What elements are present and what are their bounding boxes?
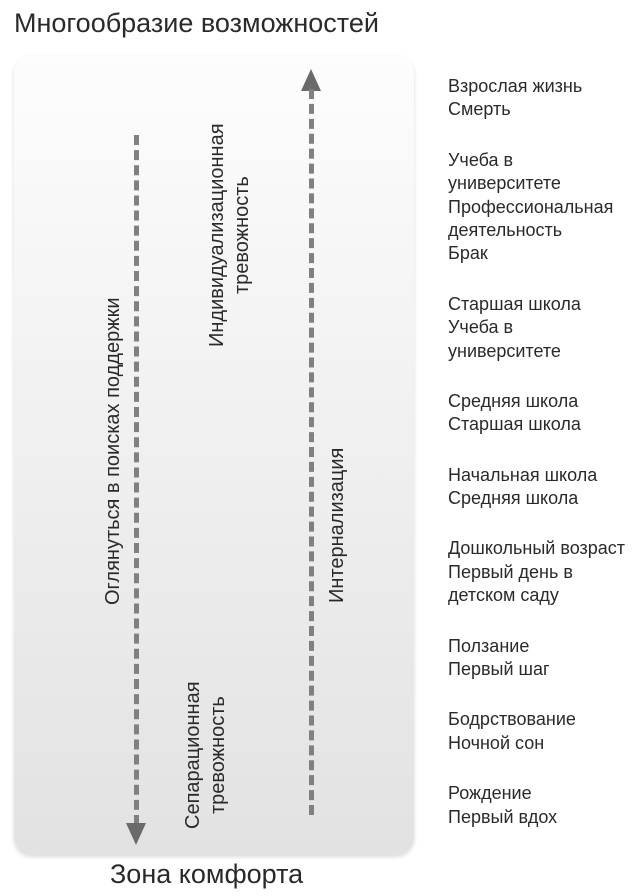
stage-group: БодрствованиеНочной сон bbox=[448, 708, 630, 755]
stage-line: Первый день в детском саду bbox=[448, 561, 630, 608]
stage-group: Взрослая жизньСмерть bbox=[448, 75, 630, 122]
stage-line: Бодрствование bbox=[448, 708, 630, 731]
stage-line: Средняя школа bbox=[448, 390, 630, 413]
stage-group: Средняя школаСтаршая школа bbox=[448, 390, 630, 437]
title-top: Многообразие возможностей bbox=[14, 8, 379, 39]
stage-line: Дошкольный возраст bbox=[448, 537, 630, 560]
diagram-panel: Оглянуться в поисках поддержки Индивидуа… bbox=[14, 55, 414, 855]
stage-line: Средняя школа bbox=[448, 487, 630, 510]
stage-line: Профессиональная деятельность bbox=[448, 196, 630, 243]
stages-list: Взрослая жизньСмерть Учеба в университете… bbox=[448, 75, 630, 829]
arrow-down-icon bbox=[126, 823, 146, 845]
stage-group: Дошкольный возрастПервый день в детском … bbox=[448, 537, 630, 607]
stage-line: Учеба в университете bbox=[448, 149, 630, 196]
stage-line: Учеба в университете bbox=[448, 316, 630, 363]
stage-line: Брак bbox=[448, 242, 630, 265]
stage-line: Рождение bbox=[448, 782, 630, 805]
label-right-top-1: Индивидуализационная bbox=[206, 105, 229, 365]
label-right-top-2: тревожность bbox=[231, 105, 254, 365]
arrow-up-icon bbox=[301, 69, 321, 91]
page: Многообразие возможностей Оглянуться в п… bbox=[0, 0, 638, 896]
arrow-left-line bbox=[134, 135, 139, 825]
stage-line: Первый шаг bbox=[448, 658, 630, 681]
stage-line: Смерть bbox=[448, 98, 630, 121]
stage-line: Старшая школа bbox=[448, 293, 630, 316]
stage-line: Начальная школа bbox=[448, 464, 630, 487]
stage-line: Ночной сон bbox=[448, 732, 630, 755]
stage-group: Начальная школаСредняя школа bbox=[448, 464, 630, 511]
label-left: Оглянуться в поисках поддержки bbox=[102, 315, 125, 605]
stage-group: РождениеПервый вдох bbox=[448, 782, 630, 829]
stage-line: Первый вдох bbox=[448, 806, 630, 829]
stage-group: Учеба в университетеПрофессиональная дея… bbox=[448, 149, 630, 266]
label-right-bottom-2: тревожность bbox=[207, 665, 230, 845]
arrow-right-line bbox=[309, 89, 314, 815]
label-right-bottom-1: Сепарационная bbox=[182, 665, 205, 845]
stage-line: Старшая школа bbox=[448, 413, 630, 436]
stage-line: Ползание bbox=[448, 635, 630, 658]
stage-line: Взрослая жизнь bbox=[448, 75, 630, 98]
stage-group: ПолзаниеПервый шаг bbox=[448, 635, 630, 682]
stage-group: Старшая школаУчеба в университете bbox=[448, 293, 630, 363]
title-bottom: Зона комфорта bbox=[110, 859, 303, 890]
label-right-mid: Интернализация bbox=[326, 440, 349, 610]
